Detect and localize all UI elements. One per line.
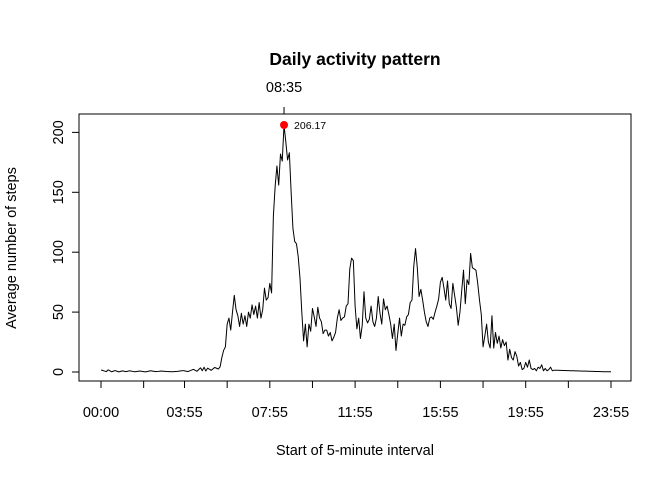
peak-value-label: 206.17 xyxy=(294,120,326,132)
y-tick-label: 0 xyxy=(51,368,67,376)
y-axis-label: Average number of steps xyxy=(4,167,20,329)
chart-title: Daily activity pattern xyxy=(269,49,440,69)
x-tick-label: 23:55 xyxy=(593,405,629,421)
x-tick-label: 00:00 xyxy=(83,405,119,421)
peak-time-label: 08:35 xyxy=(266,80,302,96)
y-tick-label: 200 xyxy=(51,120,67,144)
y-tick-label: 150 xyxy=(51,180,67,204)
peak-annotation: 08:35 206.17 xyxy=(266,80,326,132)
peak-point xyxy=(280,121,289,129)
plot-frame xyxy=(78,113,632,382)
x-tick-label: 11:55 xyxy=(338,405,373,421)
x-axis-label: Start of 5-minute interval xyxy=(276,443,434,459)
x-tick-label: 19:55 xyxy=(508,405,544,421)
x-tick-label: 15:55 xyxy=(422,405,458,421)
y-tick-label: 100 xyxy=(51,240,67,264)
x-axis: 00:00 03:55 07:55 11:55 15:55 19:55 23:55 xyxy=(83,380,629,421)
y-tick-label: 50 xyxy=(51,304,67,320)
series-line xyxy=(100,124,611,373)
x-tick-label: 03:55 xyxy=(166,405,202,421)
y-axis: 0 50 100 150 200 xyxy=(51,120,80,376)
x-tick-label: 07:55 xyxy=(252,405,288,421)
